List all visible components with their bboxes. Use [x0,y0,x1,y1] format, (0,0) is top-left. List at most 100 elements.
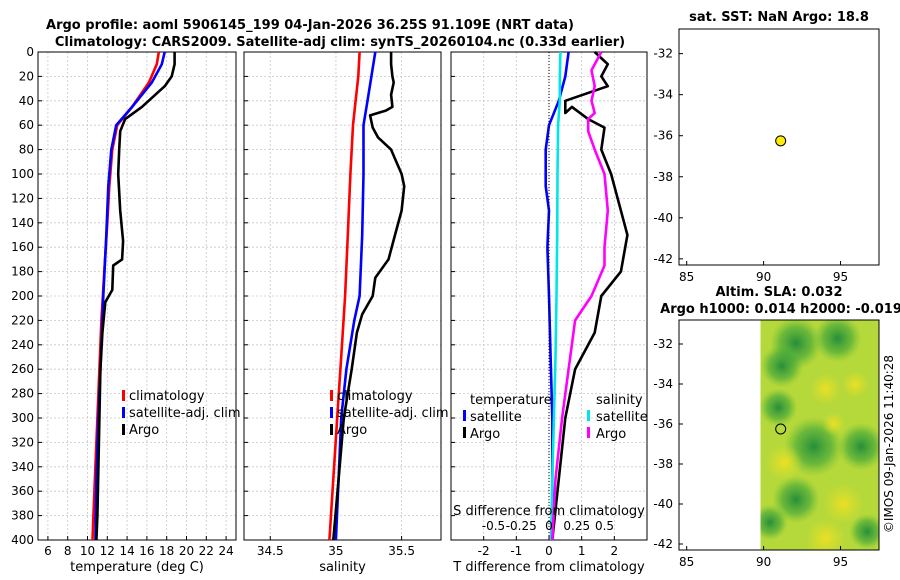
x-tick-label: 10 [80,544,95,558]
series-line-s-argo [551,51,610,541]
x-tick-label: 8 [64,544,72,558]
legend-swatch [330,390,333,401]
sla-blob [765,443,804,482]
legend-label: climatology [337,389,413,404]
s-axis-label: S difference from climatology [453,504,645,519]
map-frame [678,319,880,551]
sla-blob [809,372,843,406]
legend-label: Argo [129,423,159,438]
y-tick-label: -34 [653,88,673,102]
title-line-1: Argo profile: aoml 5906145_199 04-Jan-20… [46,18,574,33]
x-tick-label: 24 [218,544,233,558]
legend-label: Argo [596,427,626,442]
sst-map-panel: sat. SST: NaN Argo: 18.8 85 90 95 -32 -34 -36 -… [653,10,880,284]
y-tick-label: 300 [11,411,34,425]
temperature-panel: 6 8 10 12 14 16 18 20 22 240204060801001201401601… [11,45,241,575]
y-tick-label: -42 [653,252,673,266]
s-tick-label: 0 [545,519,553,533]
legend-label: Argo [470,427,500,442]
legend-label: satellite-adj. clim [337,406,449,421]
x-axis-label: salinity [319,560,366,575]
x-axis-label: T difference from climatology [452,560,645,575]
x-tick-label: 95 [833,270,848,284]
sla-blob [822,482,865,526]
s-tick-label: 0.5 [595,519,614,533]
legend-label: climatology [129,389,205,404]
legend-swatch [122,407,125,418]
y-tick-label: 140 [11,216,34,230]
y-tick-label: 380 [11,509,34,523]
x-tick-label: 85 [679,270,694,284]
sla-blob [841,370,870,399]
sla-blob [837,422,879,471]
legend-label: satellite [470,410,522,425]
y-tick-label: 20 [19,69,34,83]
y-tick-label: 320 [11,435,34,449]
x-tick-label: 1 [578,544,586,558]
y-tick-label: -42 [653,537,673,551]
s-tick-label: -0.25 [506,519,537,533]
y-tick-label: 160 [11,240,34,254]
x-tick-label: 85 [679,555,694,569]
y-tick-label: 400 [11,533,34,547]
legend-swatch [122,424,125,435]
x-tick-label: 95 [833,555,848,569]
x-tick-label: 14 [119,544,134,558]
title-line-2: Climatology: CARS2009. Satellite-adj cli… [55,35,625,50]
y-tick-label: 240 [11,338,34,352]
y-tick-label: 360 [11,484,34,498]
x-tick-label: 20 [179,544,194,558]
sla-heatmap [760,320,879,550]
legend-swatch [587,410,590,421]
y-tick-label: 0 [26,45,34,59]
y-tick-label: 40 [19,94,34,108]
legend-swatch [330,407,333,418]
y-tick-label: 280 [11,387,34,401]
series-line-t-argo [551,51,629,541]
y-tick-label: -32 [653,47,673,61]
y-tick-label: -38 [653,457,673,471]
x-axis-label: temperature (deg C) [70,560,204,575]
y-tick-label: 180 [11,265,34,279]
argo-position-marker [775,135,787,147]
y-tick-label: 120 [11,191,34,205]
sla-blob [849,513,879,550]
salinity-panel: 34.5 35 35.5 salinity climatology satellite-a… [243,51,449,575]
s-tick-label: 0.25 [563,519,590,533]
series-line-argo [332,52,406,541]
y-tick-label: -34 [653,377,673,391]
x-tick-label: 22 [199,544,214,558]
x-tick-label: -2 [478,544,490,558]
x-tick-label: 35 [328,544,343,558]
x-tick-label: 2 [611,544,619,558]
sla-blob [813,320,862,363]
x-tick-label: 90 [756,555,771,569]
sla-map-panel: Altim. SLA: 0.032 Argo h1000: 0.014 h2000… [653,285,900,569]
difference-panel: -2 -1 0 1 2 T difference from climatology -0.5… [450,51,648,575]
x-tick-label: 35.5 [388,544,415,558]
x-tick-label: 18 [159,544,174,558]
s-tick-label: -0.5 [482,519,505,533]
legend-label: satellite [596,410,648,425]
y-tick-label: 200 [11,289,34,303]
series-line-satellite-adj-clim [334,51,377,541]
x-tick-label: 0 [545,544,553,558]
copyright-timestamp: ©IMOS 09-Jan-2026 11:40:28 [882,355,896,533]
series-line-s-satellite [549,51,562,541]
y-tick-label: -38 [653,170,673,184]
sla-blob [804,517,848,550]
argo-position-marker [775,423,787,435]
x-tick-label: -1 [510,544,522,558]
sla-blob [760,504,788,541]
y-tick-label: 60 [19,118,34,132]
legend-swatch [463,410,466,421]
x-tick-label: 34.5 [257,544,284,558]
legend-swatch [587,427,590,438]
map-title: sat. SST: NaN Argo: 18.8 [689,10,869,25]
legend-swatch [122,390,125,401]
x-tick-label: 16 [139,544,154,558]
legend-label: satellite-adj. clim [129,406,241,421]
y-tick-label: -40 [653,497,673,511]
x-tick-label: 90 [756,270,771,284]
